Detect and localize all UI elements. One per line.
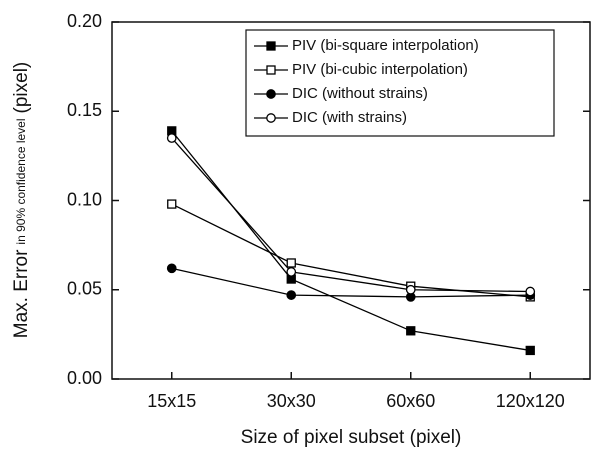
y-axis-label-main: Max. Error	[11, 249, 32, 338]
legend-marker	[266, 89, 276, 99]
marker	[286, 267, 297, 277]
x-tick-label: 120x120	[496, 391, 565, 411]
y-tick-label: 0.10	[67, 189, 102, 209]
x-tick-label: 60x60	[386, 391, 435, 411]
series-line	[171, 130, 531, 352]
legend-marker	[266, 41, 276, 51]
legend-marker	[266, 65, 276, 75]
series-line	[171, 203, 531, 298]
marker	[286, 290, 297, 300]
y-axis-label-note: in 90% confidence level	[14, 118, 28, 244]
series-line	[171, 267, 531, 298]
legend-label: DIC (without strains)	[292, 85, 428, 102]
marker	[406, 326, 416, 336]
marker	[286, 258, 296, 268]
x-tick-label: 15x15	[147, 391, 196, 411]
marker	[525, 286, 536, 297]
legend-marker	[266, 113, 276, 123]
marker	[166, 263, 177, 274]
marker	[166, 133, 177, 143]
y-tick-label: 0.05	[67, 279, 102, 299]
legend-label: DIC (with strains)	[292, 109, 407, 126]
marker	[525, 345, 535, 356]
y-tick-label: 0.00	[67, 368, 102, 388]
marker	[405, 284, 416, 295]
x-axis-label: Size of pixel subset (pixel)	[241, 427, 462, 448]
marker	[167, 199, 177, 209]
y-tick-label: 0.15	[67, 100, 102, 120]
x-tick-label: 30x30	[267, 391, 316, 411]
legend-box	[245, 29, 555, 137]
y-axis-label-unit: (pixel)	[11, 62, 32, 114]
y-tick-label: 0.20	[67, 11, 102, 31]
legend-label: PIV (bi-square interpolation)	[292, 37, 479, 54]
legend-label: PIV (bi-cubic interpolation)	[292, 61, 468, 78]
y-axis-label: Max. Error in 90% confidence level (pixel)	[11, 62, 32, 339]
series-line	[171, 137, 531, 293]
